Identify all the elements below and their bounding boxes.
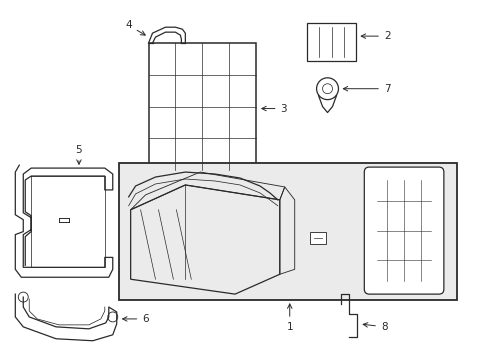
FancyBboxPatch shape: [364, 167, 443, 294]
Text: 5: 5: [76, 145, 82, 164]
Text: 2: 2: [361, 31, 390, 41]
Text: 6: 6: [122, 314, 148, 324]
Bar: [306, 23, 356, 61]
Bar: [119, 163, 456, 300]
Text: 7: 7: [343, 84, 390, 94]
Bar: [148, 43, 255, 170]
Bar: [309, 231, 325, 243]
Text: 4: 4: [125, 20, 145, 35]
Text: 1: 1: [286, 304, 292, 332]
Text: 8: 8: [363, 322, 386, 332]
Text: 3: 3: [261, 104, 286, 113]
